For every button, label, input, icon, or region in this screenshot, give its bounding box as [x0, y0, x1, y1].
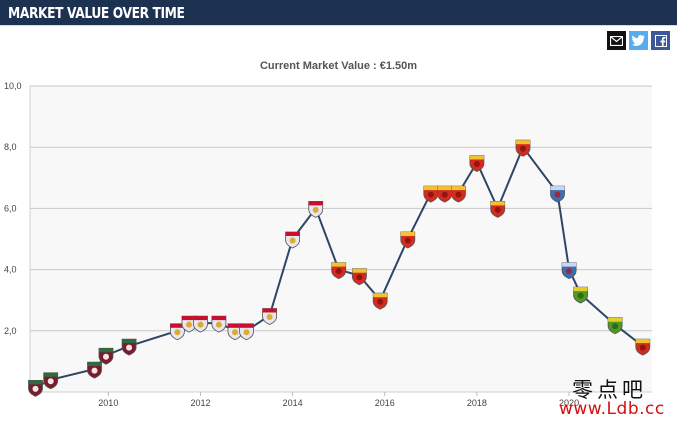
- data-point: [607, 317, 623, 335]
- data-point: [239, 323, 254, 341]
- facebook-share-button[interactable]: [651, 31, 670, 50]
- x-tick-label: 2012: [190, 398, 210, 408]
- data-point: [211, 315, 227, 333]
- data-point: [469, 155, 485, 172]
- data-point: [308, 200, 324, 218]
- data-point: [400, 231, 416, 249]
- data-point: [550, 185, 565, 203]
- data-point: [43, 372, 59, 390]
- data-point: [451, 185, 466, 203]
- data-point: [573, 286, 588, 304]
- x-tick-label: 2018: [467, 398, 487, 408]
- mail-share-button[interactable]: [607, 31, 626, 50]
- mail-icon: [610, 35, 623, 46]
- data-point: [351, 268, 367, 286]
- y-tick-label: 6,0: [4, 203, 17, 213]
- y-tick-label: 4,0: [4, 265, 17, 275]
- section-title: MARKET VALUE OVER TIME: [8, 4, 185, 22]
- watermark-url: www.Ldb.cc: [559, 399, 665, 419]
- facebook-icon: [654, 34, 667, 47]
- header-divider: [0, 25, 677, 26]
- y-tick-label: 2,0: [4, 326, 17, 336]
- data-point: [262, 308, 278, 325]
- watermark-text: 零点吧: [572, 378, 647, 402]
- x-tick-label: 2016: [375, 398, 395, 408]
- data-point: [121, 338, 137, 356]
- x-tick-label: 2020: [559, 398, 579, 408]
- data-point: [437, 185, 453, 203]
- section-header: MARKET VALUE OVER TIME: [0, 0, 677, 25]
- data-point: [28, 379, 43, 397]
- x-tick-label: 2010: [98, 398, 118, 408]
- y-tick-label: 10,0: [4, 81, 22, 91]
- data-point: [515, 139, 531, 157]
- data-point: [285, 231, 301, 249]
- data-point: [490, 200, 506, 218]
- chart-title: Current Market Value : €1.50m: [259, 60, 418, 72]
- data-point: [169, 323, 185, 341]
- data-point: [372, 292, 388, 310]
- data-point: [98, 347, 114, 365]
- twitter-icon: [632, 35, 645, 46]
- data-point: [331, 262, 347, 280]
- data-point: [193, 315, 208, 333]
- twitter-share-button[interactable]: [629, 31, 648, 50]
- y-tick-label: 8,0: [4, 142, 17, 152]
- data-point: [87, 361, 102, 379]
- data-point: [635, 338, 651, 356]
- x-tick-label: 2014: [283, 398, 303, 408]
- data-point: [181, 315, 197, 333]
- data-point: [561, 262, 577, 280]
